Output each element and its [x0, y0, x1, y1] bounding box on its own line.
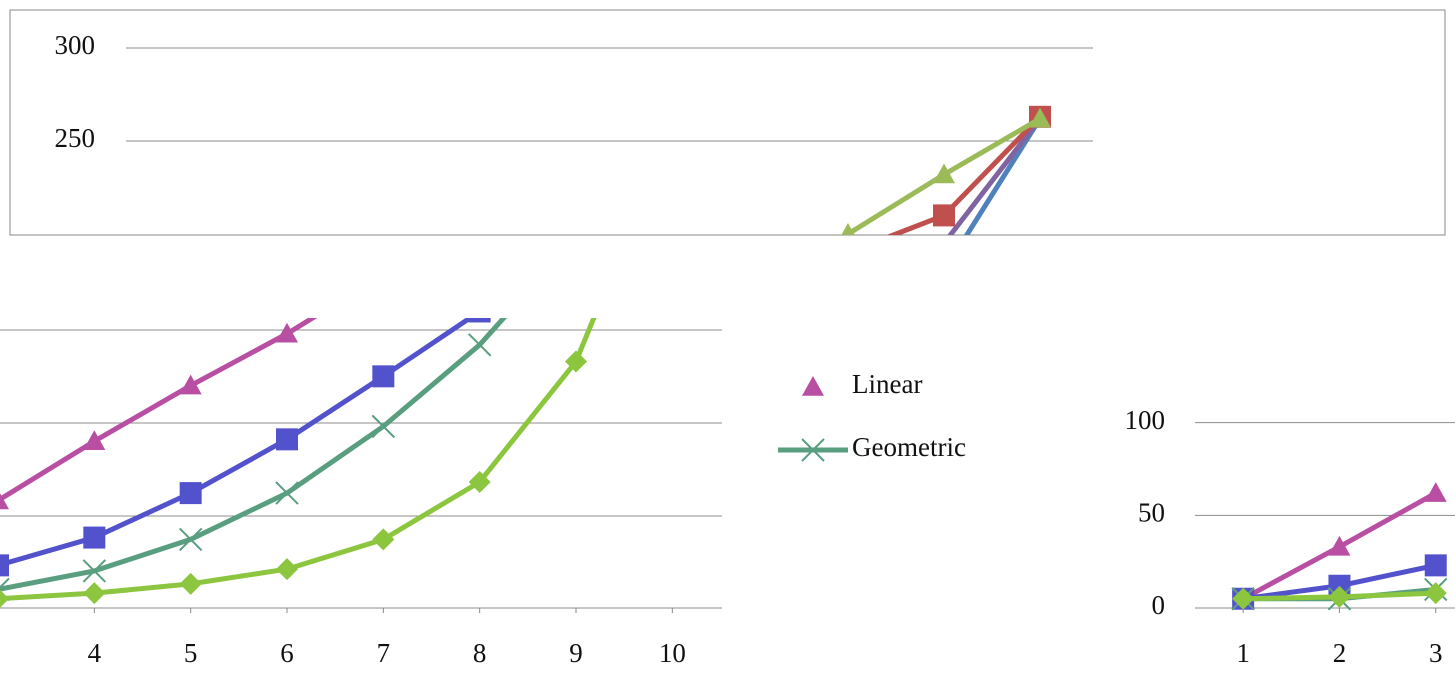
marker	[372, 365, 395, 388]
marker	[801, 438, 825, 462]
legend-entry: Linear	[802, 369, 922, 399]
x-tick-label: 7	[377, 638, 391, 668]
marker	[179, 572, 202, 595]
marker	[276, 428, 298, 451]
marker	[933, 204, 955, 227]
marker	[179, 374, 202, 395]
legend-label: Linear	[852, 369, 922, 399]
marker	[1424, 554, 1447, 577]
marker	[82, 559, 107, 583]
chart	[126, 47, 1093, 264]
y-tick-label: 50	[1138, 498, 1165, 528]
marker	[837, 242, 859, 264]
marker	[276, 558, 298, 581]
marker	[0, 493, 9, 510]
marker	[1232, 587, 1255, 610]
x-tick-label: 10	[659, 638, 686, 668]
series-line	[0, 318, 475, 568]
marker	[178, 527, 203, 552]
marker	[468, 318, 491, 323]
marker	[83, 526, 106, 549]
x-tick-label: 3	[1429, 638, 1443, 668]
y-tick-label: 100	[1125, 405, 1166, 435]
marker	[1328, 585, 1351, 608]
y-tick-label: 250	[55, 123, 96, 153]
y-tick-label: 0	[1152, 590, 1166, 620]
marker	[179, 482, 202, 505]
marker	[0, 589, 9, 608]
marker	[83, 430, 106, 450]
top-panel	[9, 9, 1446, 236]
marker	[372, 528, 395, 551]
marker	[802, 376, 824, 396]
marker	[371, 414, 396, 439]
series-line	[0, 318, 597, 602]
marker	[467, 333, 492, 357]
chart	[0, 263, 673, 613]
x-tick-label: 1	[1236, 638, 1250, 668]
marker	[468, 470, 491, 493]
legend-entry: Geometric	[778, 432, 966, 462]
marker	[1424, 482, 1447, 502]
series-line	[0, 318, 318, 503]
series-line	[0, 318, 508, 592]
x-tick-label: 2	[1333, 638, 1347, 668]
marker	[372, 263, 394, 283]
x-tick-label: 6	[280, 638, 294, 668]
marker	[841, 223, 855, 235]
charts	[0, 47, 1455, 613]
marker	[83, 582, 106, 605]
series-line	[947, 117, 1042, 235]
marker	[1328, 535, 1351, 556]
marker	[0, 554, 9, 577]
marker	[565, 350, 587, 373]
marker	[1029, 107, 1051, 128]
x-tick-label: 4	[88, 638, 102, 668]
x-tick-label: 5	[184, 638, 198, 668]
x-tick-label: 8	[473, 638, 487, 668]
marker	[1328, 574, 1351, 597]
y-tick-label: 300	[55, 30, 96, 60]
series-line	[963, 117, 1043, 235]
marker	[276, 322, 298, 343]
chart	[1195, 422, 1455, 613]
marker	[933, 163, 955, 184]
marker	[1424, 582, 1447, 605]
legend-label: Geometric	[852, 432, 966, 462]
marker	[275, 481, 299, 505]
x-tick-label: 9	[569, 638, 583, 668]
